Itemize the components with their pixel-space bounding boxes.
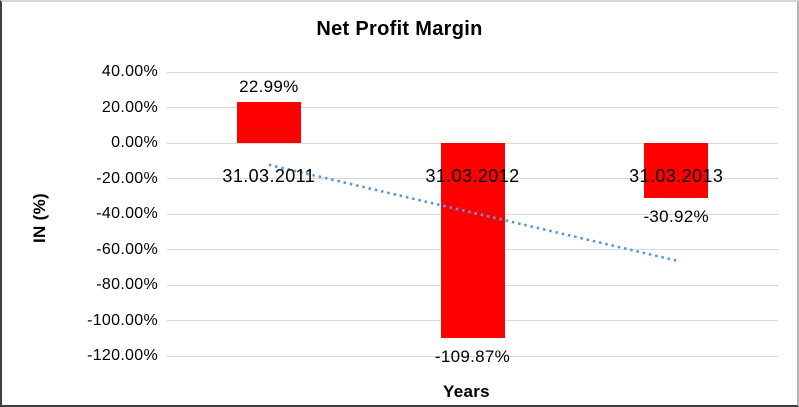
y-tick-label: 40.00%	[101, 63, 158, 80]
bar-31.03.2011	[236, 102, 301, 143]
gridline--120.00%	[167, 355, 778, 357]
gridline-40.00%	[167, 71, 778, 73]
y-tick-label: -60.00%	[96, 240, 158, 258]
y-tick-label: -80.00%	[96, 276, 158, 293]
category-label: 31.03.2012	[425, 166, 520, 186]
category-label: 31.03.2013	[629, 166, 724, 186]
y-tick-label: -20.00%	[96, 169, 158, 187]
data-label: 22.99%	[239, 77, 299, 97]
y-tick-label: 20.00%	[101, 98, 158, 116]
y-tick-label: -100.00%	[87, 311, 158, 329]
chart-title: Net Profit Margin	[316, 18, 483, 40]
y-tick-label: -120.00%	[87, 347, 158, 364]
x-axis-title: Years	[443, 382, 490, 401]
gridline-20.00%	[167, 107, 778, 108]
y-tick-label: 0.00%	[111, 134, 158, 151]
data-label: -30.92%	[643, 206, 709, 226]
category-label: 31.03.2011	[222, 166, 316, 186]
data-label: -109.87%	[434, 347, 511, 366]
y-tick-label: -40.00%	[96, 205, 158, 222]
